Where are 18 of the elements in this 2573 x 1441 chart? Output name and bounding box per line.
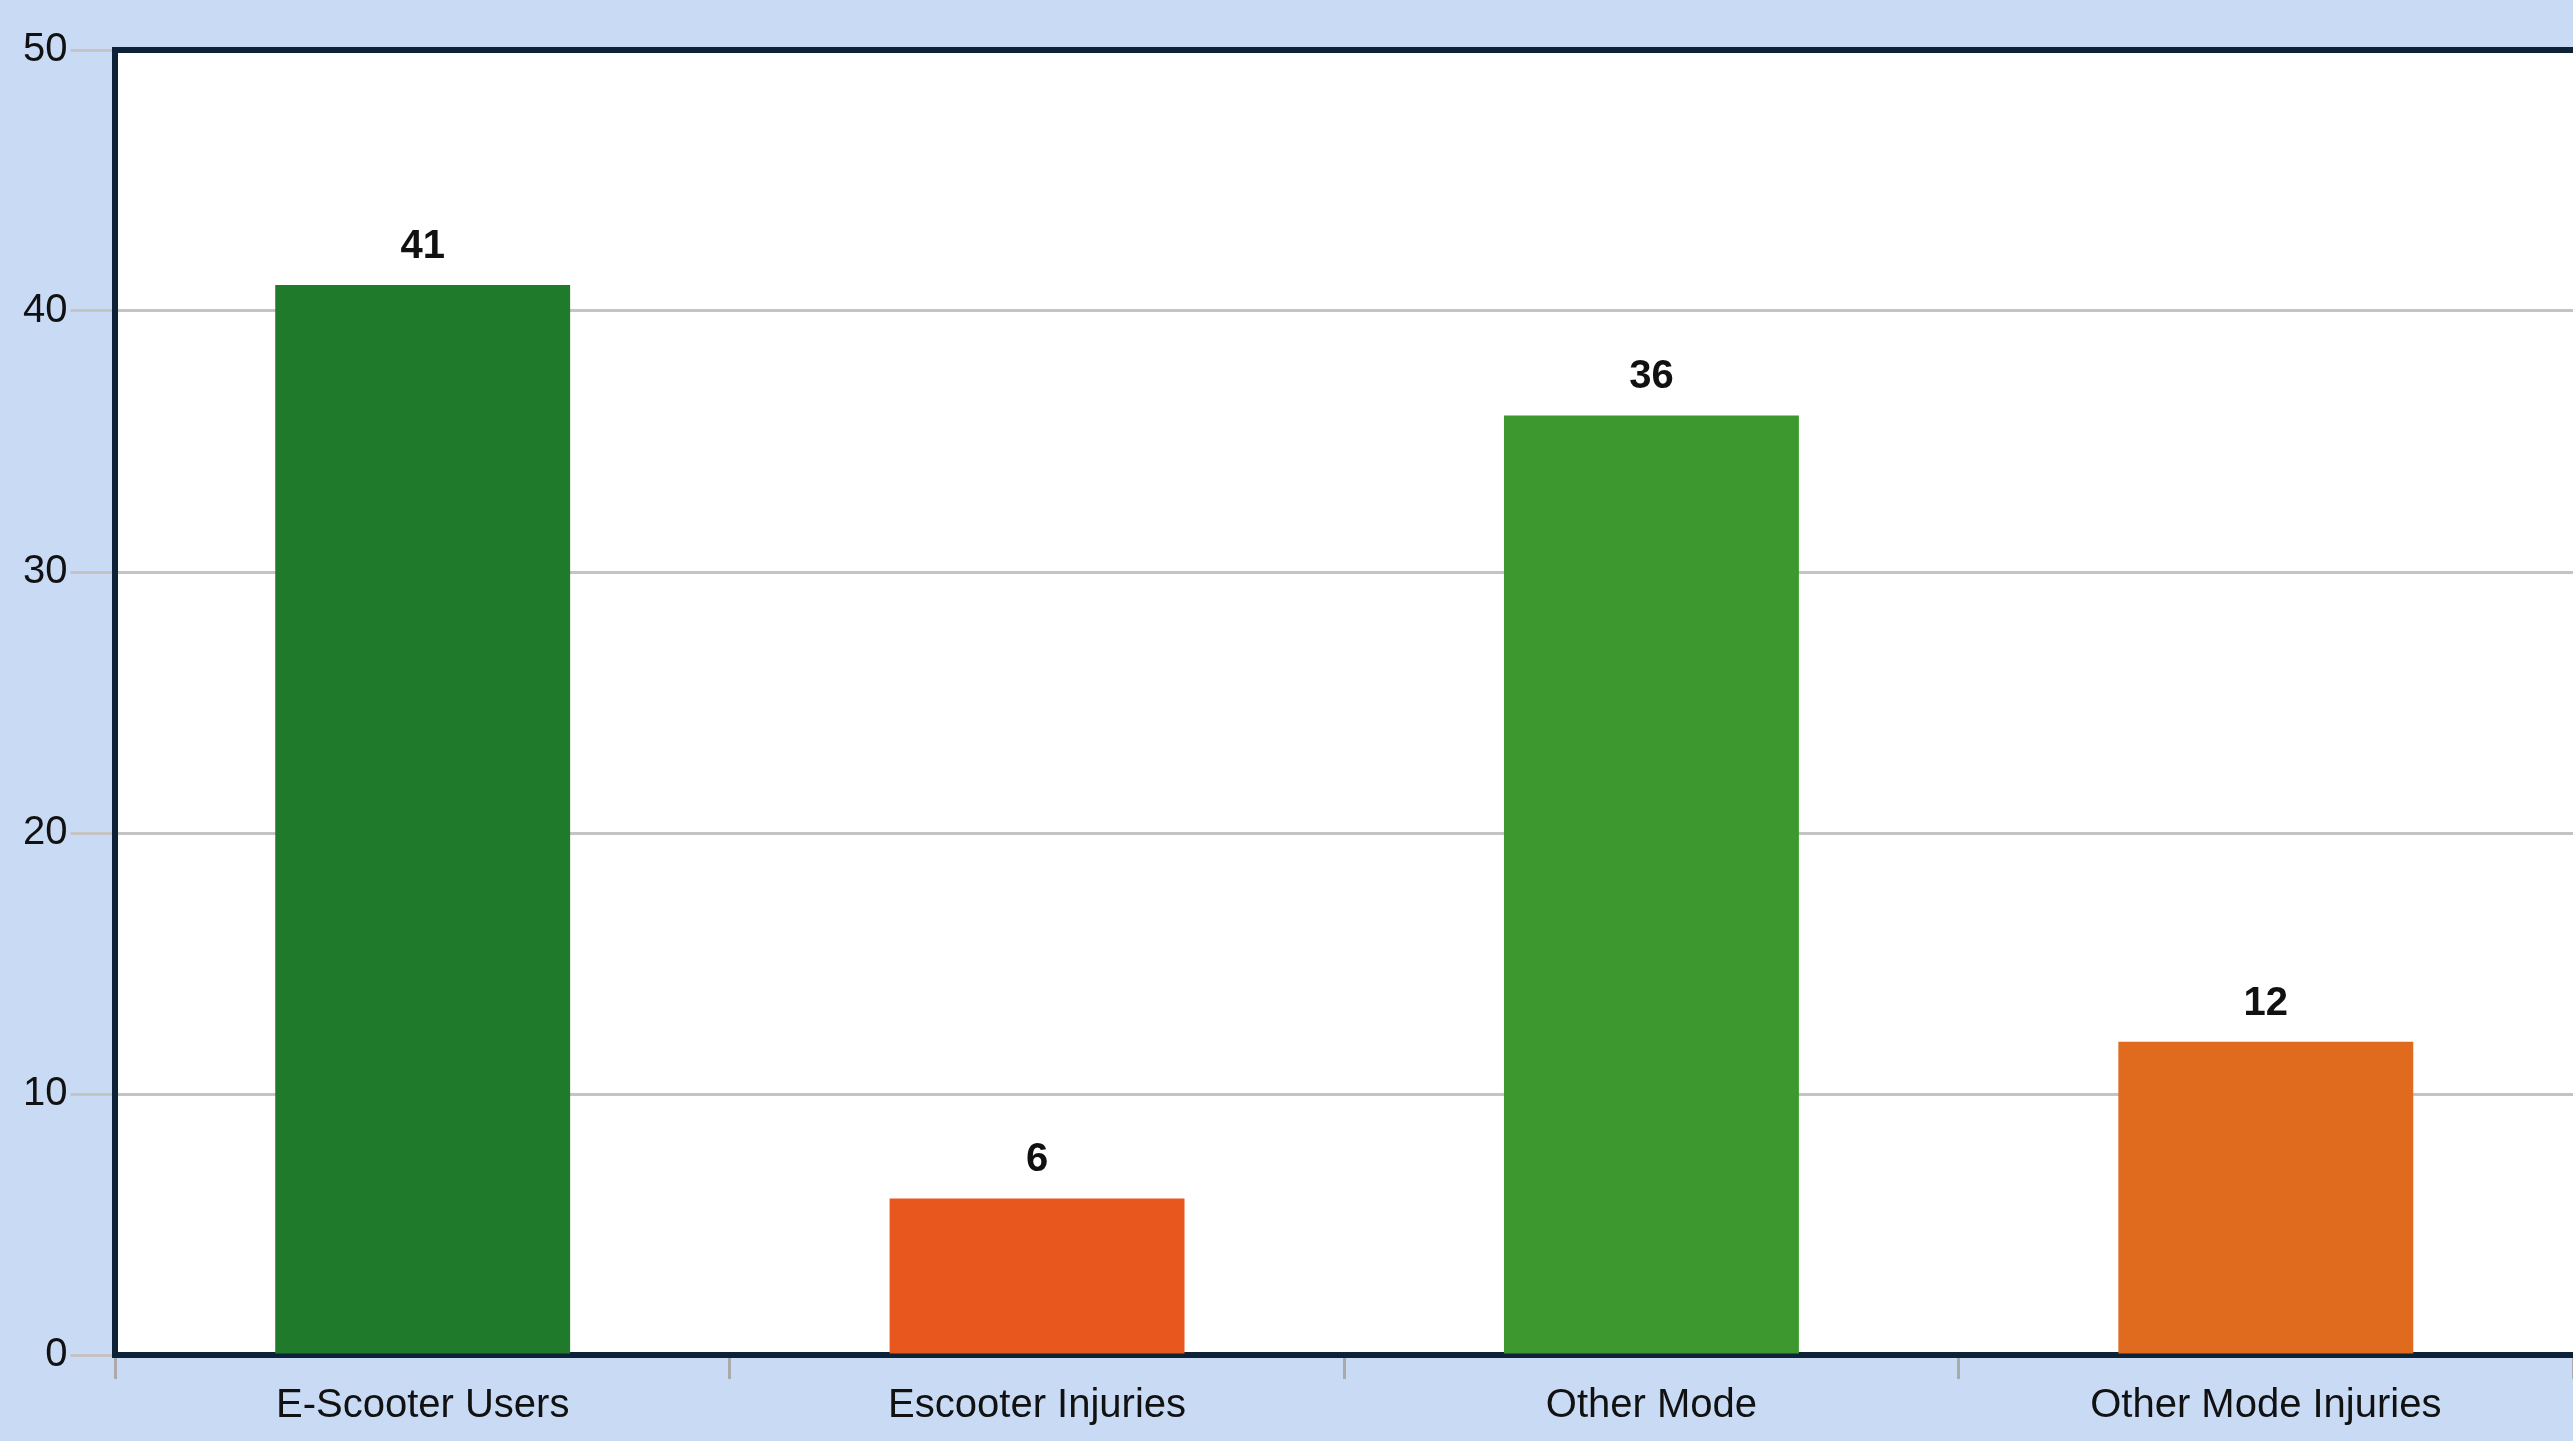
x-tick-label: E-Scooter Users xyxy=(275,1381,570,1426)
data-label: 36 xyxy=(1629,352,1674,397)
y-tick-label: 40 xyxy=(22,286,68,331)
bar xyxy=(889,1198,1185,1354)
bar xyxy=(275,284,571,1354)
y-tick-label: 10 xyxy=(22,1069,68,1114)
data-label: 6 xyxy=(1025,1135,1049,1180)
y-tick-label: 0 xyxy=(45,1330,68,1375)
y-tick-label: 30 xyxy=(22,547,68,592)
data-label: 41 xyxy=(400,221,445,266)
data-label: 12 xyxy=(2243,978,2289,1023)
y-tick-label: 20 xyxy=(22,808,68,853)
x-tick-label: Other Mode xyxy=(1545,1381,1758,1426)
bar xyxy=(1503,415,1799,1354)
x-tick-label: Other Mode Injuries xyxy=(2090,1381,2442,1426)
bar xyxy=(2118,1041,2414,1354)
x-tick-label: Escooter Injuries xyxy=(888,1381,1187,1426)
y-tick-label: 50 xyxy=(22,25,68,70)
